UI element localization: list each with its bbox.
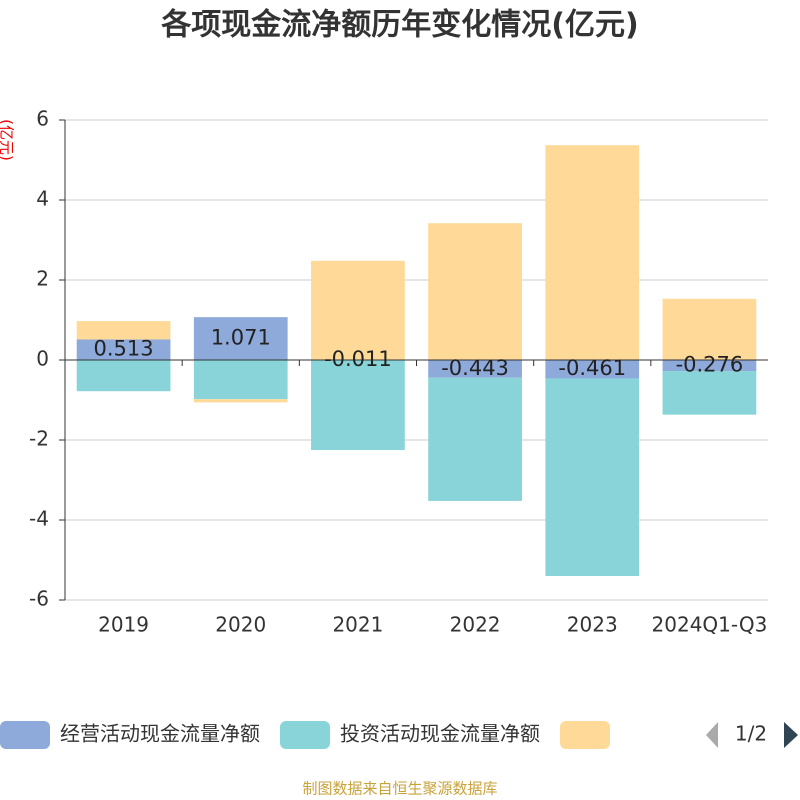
legend-prev[interactable] (706, 722, 718, 748)
bar (311, 360, 405, 451)
bar (662, 371, 757, 415)
legend-next[interactable] (784, 722, 798, 748)
legend-swatch (560, 721, 610, 749)
bar (193, 360, 288, 400)
chart-title: 各项现金流净额历年变化情况(亿元) (160, 8, 638, 43)
x-tick-label: 2020 (215, 613, 266, 637)
data-label: -0.461 (558, 356, 626, 380)
bar (428, 360, 522, 378)
data-label: 0.513 (94, 337, 154, 361)
bar (76, 360, 171, 392)
x-tick-label: 2023 (567, 613, 618, 637)
bar (545, 360, 640, 379)
y-tick-label: 4 (36, 187, 49, 211)
bar (662, 360, 757, 372)
y-tick-label: -4 (29, 507, 49, 531)
x-tick-label: 2022 (450, 613, 501, 637)
bar (76, 339, 171, 360)
bar (311, 260, 405, 360)
x-tick-label: 2019 (98, 613, 149, 637)
bar (428, 223, 522, 360)
legend-swatch (0, 721, 50, 749)
y-tick-label: -6 (29, 587, 49, 611)
y-tick-label: 6 (36, 107, 49, 131)
data-label: -0.443 (441, 356, 509, 380)
y-tick-label: 2 (36, 267, 49, 291)
y-tick-label: -2 (29, 427, 49, 451)
y-tick-label: 0 (36, 347, 49, 371)
source-note: 制图数据来自恒生聚源数据库 (302, 780, 497, 798)
x-tick-label: 2021 (332, 613, 383, 637)
legend-page: 1/2 (735, 722, 767, 746)
bar (193, 317, 288, 360)
data-label: 1.071 (211, 326, 271, 350)
bar (76, 321, 171, 340)
bar (545, 378, 640, 577)
legend-label: 投资活动现金流量净额 (340, 722, 540, 746)
bar (193, 399, 288, 403)
bar (545, 145, 640, 360)
bar (428, 377, 522, 501)
x-tick-label: 2024Q1-Q3 (652, 613, 768, 637)
data-label: -0.011 (324, 347, 392, 371)
bar (662, 298, 757, 360)
legend-label: 经营活动现金流量净额 (60, 722, 260, 746)
y-axis-label: (亿元) (0, 119, 16, 161)
data-label: -0.276 (676, 353, 744, 377)
legend-swatch (280, 721, 330, 749)
